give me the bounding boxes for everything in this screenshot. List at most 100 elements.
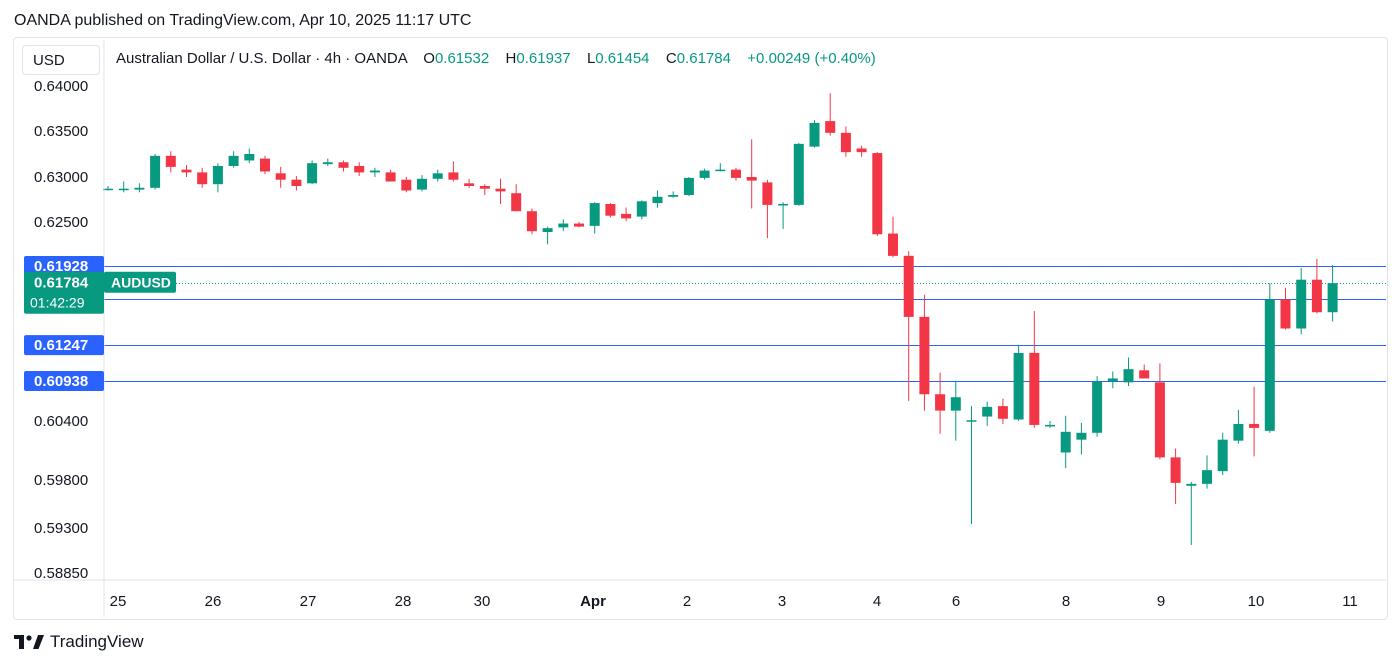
candle-body[interactable] xyxy=(495,188,506,192)
candle-body[interactable] xyxy=(1311,279,1322,313)
level-price-badge[interactable] xyxy=(24,335,104,356)
candle-body[interactable] xyxy=(307,163,318,184)
candle-body[interactable] xyxy=(118,188,129,191)
level-price-badge[interactable] xyxy=(24,256,104,276)
candle-body[interactable] xyxy=(103,188,113,191)
candle-body[interactable] xyxy=(417,178,427,190)
candle-body[interactable] xyxy=(338,162,349,168)
time-tick-label: 10 xyxy=(1248,593,1265,610)
candle-body[interactable] xyxy=(935,394,946,411)
candle-body[interactable] xyxy=(1154,382,1165,458)
candle-body[interactable] xyxy=(872,153,883,235)
candle-body[interactable] xyxy=(228,155,239,166)
candle-body[interactable] xyxy=(1280,299,1291,329)
candle-body[interactable] xyxy=(275,173,286,180)
candle-body[interactable] xyxy=(966,420,977,422)
candle-body[interactable] xyxy=(244,154,255,161)
candle-body[interactable] xyxy=(448,172,459,180)
candle-body[interactable] xyxy=(856,148,867,153)
candle-body[interactable] xyxy=(1076,432,1087,440)
candle-body[interactable] xyxy=(464,183,475,186)
candle-body[interactable] xyxy=(150,155,161,188)
candle-body[interactable] xyxy=(432,173,443,179)
time-tick-label: 6 xyxy=(952,593,960,610)
candle-body[interactable] xyxy=(1327,283,1338,313)
candle-body[interactable] xyxy=(919,316,930,395)
candle-body[interactable] xyxy=(134,187,145,190)
candle-body[interactable] xyxy=(1013,352,1024,420)
candle-body[interactable] xyxy=(354,165,365,173)
candle-body[interactable] xyxy=(1170,457,1181,483)
candle-body[interactable] xyxy=(401,179,412,191)
time-tick-label: 4 xyxy=(873,593,881,610)
candle-body[interactable] xyxy=(982,406,993,417)
candle-body[interactable] xyxy=(322,162,333,165)
candle-body[interactable] xyxy=(950,397,961,411)
candle-body[interactable] xyxy=(260,158,270,172)
candle-body[interactable] xyxy=(746,177,757,181)
candle-body[interactable] xyxy=(511,193,522,212)
candle-body[interactable] xyxy=(369,170,380,173)
candle-body[interactable] xyxy=(668,195,679,197)
high-value: 0.61937 xyxy=(516,50,571,67)
candle-body[interactable] xyxy=(1186,483,1197,486)
candle-body[interactable] xyxy=(212,165,223,185)
published-caption: OANDA published on TradingView.com, Apr … xyxy=(14,12,472,29)
candle-body[interactable] xyxy=(636,201,647,217)
candle-body[interactable] xyxy=(762,182,773,205)
candle-body[interactable] xyxy=(621,213,632,219)
candle-body[interactable] xyxy=(1107,378,1118,382)
price-tick-label: 0.59300 xyxy=(34,520,88,537)
tradingview-logo-icon xyxy=(14,635,44,649)
candle-body[interactable] xyxy=(291,179,302,186)
candle-body[interactable] xyxy=(809,122,820,147)
current-price-label: 0.61784 xyxy=(34,275,89,292)
candle-body[interactable] xyxy=(1217,439,1228,472)
candle-body[interactable] xyxy=(997,406,1008,419)
symbol-title[interactable]: Australian Dollar / U.S. Dollar · 4h · O… xyxy=(116,50,407,67)
candle-body[interactable] xyxy=(1123,369,1134,383)
candle-body[interactable] xyxy=(197,172,208,185)
close-label: C xyxy=(665,50,677,67)
candle-body[interactable] xyxy=(778,204,789,206)
candle-body[interactable] xyxy=(683,177,694,195)
candle-body[interactable] xyxy=(526,211,537,232)
level-price-badge[interactable] xyxy=(24,371,104,391)
price-tick-label: 0.64000 xyxy=(34,78,88,95)
chart-panel[interactable] xyxy=(13,37,1388,620)
candle-body[interactable] xyxy=(574,223,584,227)
candle-body[interactable] xyxy=(825,121,836,133)
candle-body[interactable] xyxy=(840,132,851,153)
symbol-tag[interactable] xyxy=(104,271,176,293)
candle-body[interactable] xyxy=(589,203,600,226)
candle-body[interactable] xyxy=(181,169,192,173)
candle-body[interactable] xyxy=(1045,424,1055,427)
candle-body[interactable] xyxy=(165,155,176,167)
candle-body[interactable] xyxy=(888,233,898,256)
candle-body[interactable] xyxy=(731,169,741,178)
currency-selector-button[interactable]: USD xyxy=(22,45,100,75)
candle-body[interactable] xyxy=(793,143,804,205)
candle-body[interactable] xyxy=(1249,423,1260,428)
tradingview-logo[interactable]: TradingView xyxy=(14,632,144,652)
candle-body[interactable] xyxy=(1264,299,1275,431)
candle-body[interactable] xyxy=(558,223,569,228)
candle-body[interactable] xyxy=(903,255,914,317)
current-price-badge[interactable] xyxy=(24,271,104,314)
candle-body[interactable] xyxy=(652,196,663,204)
candle-body[interactable] xyxy=(1029,352,1040,425)
candle-body[interactable] xyxy=(1233,423,1244,441)
candle-body[interactable] xyxy=(1139,370,1150,379)
candle-body[interactable] xyxy=(385,172,396,182)
candle-body[interactable] xyxy=(479,186,490,189)
candle-body[interactable] xyxy=(1202,470,1212,484)
tradingview-brand-text: TradingView xyxy=(50,632,144,651)
candle-body[interactable] xyxy=(715,169,726,172)
candle-body[interactable] xyxy=(1060,431,1071,453)
candle-body[interactable] xyxy=(1092,381,1103,433)
candle-body[interactable] xyxy=(1296,279,1307,329)
candle-body[interactable] xyxy=(605,204,616,216)
candle-body[interactable] xyxy=(542,228,553,232)
candle-body[interactable] xyxy=(699,170,710,178)
